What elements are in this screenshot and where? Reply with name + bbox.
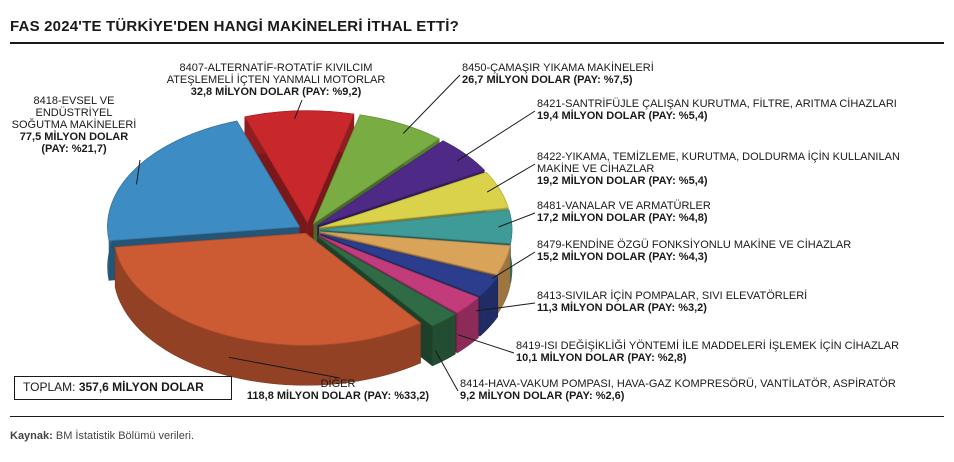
source-label: Kaynak: [10,430,53,442]
slice-label-8418-value: 77,5 MİLYON DOLAR (PAY: %21,7) [19,131,129,155]
total-box: TOPLAM: 357,6 MİLYON DOLAR [14,376,232,400]
slice-label-8422-name: 8422-YIKAMA, TEMİZLEME, KURUTMA, DOLDURM… [537,151,900,175]
leader-line-5 [476,302,536,312]
slice-label-diger: DİĞER 118,8 MİLYON DOLAR (PAY: %33,2) [228,378,448,402]
slice-label-8481-name: 8481-VANALAR VE ARMATÜRLER [537,200,711,212]
leader-line-7 [434,350,459,392]
pie-slice-10 [244,110,355,224]
pie-slice-7 [317,235,457,327]
slice-label-8450-value: 26,7 MİLYON DOLAR (PAY: %7,5) [462,74,633,86]
slice-label-8414-name: 8414-HAVA-VAKUM POMPASI, HAVA-GAZ KOMPRE… [460,378,896,390]
title-rule [10,42,944,44]
slice-label-8407: 8407-ALTERNATİF-ROTATİF KIVILCIM ATEŞLEM… [146,62,406,98]
pie-slice-1 [317,140,486,226]
slice-label-diger-name: DİĞER [320,378,356,390]
slice-label-8413-value: 11,3 MİLYON DOLAR (PAY: %3,2) [537,302,707,314]
total-value: 357,6 MİLYON DOLAR [78,380,204,394]
pie-slice-6 [318,234,480,314]
leader-line-6 [457,334,515,354]
source-text: BM İstatistik Bölümü verileri. [55,430,195,442]
pie-slice-0 [312,114,440,225]
slice-label-8481: 8481-VANALAR VE ARMATÜRLER 17,2 MİLYON D… [537,200,937,224]
slice-label-8407-name: 8407-ALTERNATİF-ROTATİF KIVILCIM ATEŞLEM… [166,62,386,86]
leader-line-3 [498,212,536,228]
slice-label-8421-name: 8421-SANTRİFÜJLE ÇALIŞAN KURUTMA, FİLTRE… [537,98,897,110]
slice-label-8414: 8414-HAVA-VAKUM POMPASI, HAVA-GAZ KOMPRE… [460,378,936,402]
slice-label-8418-name: 8418-EVSEL VE ENDÜSTRİYEL SOĞUTMA MAKİNE… [11,95,137,131]
footer-rule [10,416,944,417]
leader-line-8 [228,356,341,379]
slice-label-8450-name: 8450-ÇAMAŞIR YIKAMA MAKİNELERİ [462,62,654,74]
slice-label-8481-value: 17,2 MİLYON DOLAR (PAY: %4,8) [537,212,708,224]
slice-label-8418: 8418-EVSEL VE ENDÜSTRİYEL SOĞUTMA MAKİNE… [8,95,140,155]
slice-label-8450: 8450-ÇAMAŞIR YIKAMA MAKİNELERİ 26,7 MİLY… [462,62,692,86]
pie-slice-4 [319,231,511,275]
slice-label-8413-name: 8413-SIVILAR İÇİN POMPALAR, SIVI ELEVATÖ… [537,290,808,302]
pie-slice-5 [320,233,499,297]
pie-slice-8 [114,232,422,346]
pie-slice-2 [319,171,509,228]
slice-label-8413: 8413-SIVILAR İÇİN POMPALAR, SIVI ELEVATÖ… [537,290,937,314]
leader-line-1 [457,110,536,162]
slice-label-8419-name: 8419-ISI DEĞİŞİKLİĞİ YÖNTEMİ İLE MADDELE… [516,340,900,352]
slice-label-8421: 8421-SANTRİFÜJLE ÇALIŞAN KURUTMA, FİLTRE… [537,98,937,122]
leader-line-0 [402,74,461,134]
total-label: TOPLAM: [23,380,76,394]
slice-label-8419-value: 10,1 MİLYON DOLAR (PAY: %2,8) [516,352,687,364]
pie-slice-9 [107,120,301,242]
source-note: Kaynak: BM İstatistik Bölümü verileri. [10,430,194,442]
slice-label-8421-value: 19,4 MİLYON DOLAR (PAY: %5,4) [537,110,708,122]
slice-label-8422-value: 19,2 MİLYON DOLAR (PAY: %5,4) [537,175,708,187]
slice-label-8479: 8479-KENDİNE ÖZGÜ FONKSİYONLU MAKİNE VE … [537,239,937,263]
slice-label-8419: 8419-ISI DEĞİŞİKLİĞİ YÖNTEMİ İLE MADDELE… [516,340,936,364]
chart-title: FAS 2024'TE TÜRKİYE'DEN HANGİ MAKİNELERİ… [10,18,459,35]
slice-label-diger-value: 118,8 MİLYON DOLAR (PAY: %33,2) [246,390,430,402]
slice-label-8414-value: 9,2 MİLYON DOLAR (PAY: %2,6) [460,390,625,402]
leader-line-10 [294,99,303,120]
pie-slice-3 [319,209,513,245]
slice-label-8422: 8422-YIKAMA, TEMİZLEME, KURUTMA, DOLDURM… [537,151,937,187]
leader-line-2 [486,163,536,193]
slice-label-8407-value: 32,8 MİLYON DOLAR (PAY: %9,2) [190,86,362,98]
leader-line-4 [492,251,536,279]
slice-label-8479-value: 15,2 MİLYON DOLAR (PAY: %4,3) [537,251,708,263]
leader-line-9 [136,159,141,185]
slice-label-8479-name: 8479-KENDİNE ÖZGÜ FONKSİYONLU MAKİNE VE … [537,239,852,251]
